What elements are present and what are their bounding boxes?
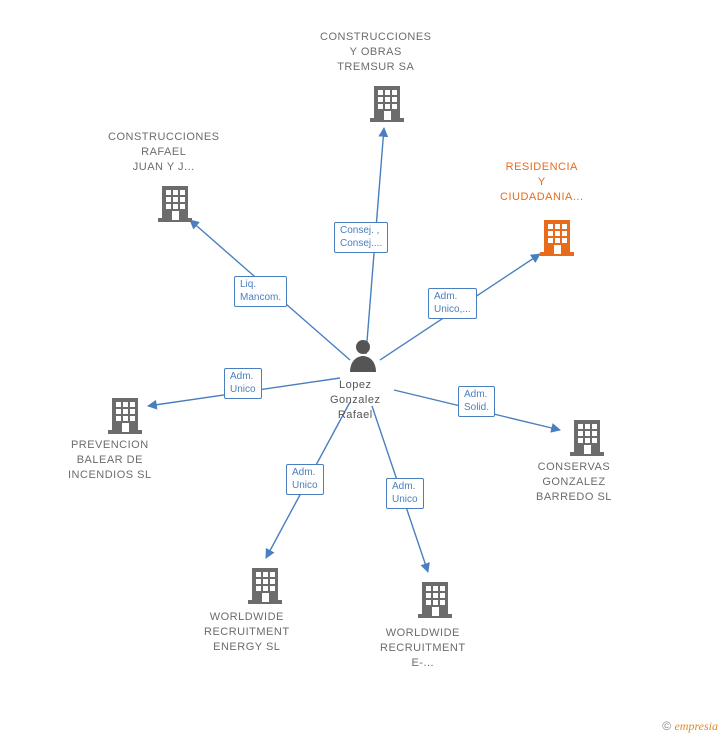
- company-label-wrap-tremsur: CONSTRUCCIONES Y OBRAS TREMSUR SA: [320, 30, 432, 75]
- company-node-ww_e[interactable]: [418, 580, 452, 622]
- company-label-rafael_juan: CONSTRUCCIONES RAFAEL JUAN Y J...: [108, 130, 220, 175]
- edge-label-residencia: Adm. Unico,...: [428, 288, 477, 319]
- company-label-wrap-residencia: RESIDENCIA Y CIUDADANIA...: [500, 160, 584, 205]
- building-icon: [158, 184, 192, 222]
- edge-label-ww_energy: Adm. Unico: [286, 464, 324, 495]
- company-label-wrap-rafael_juan: CONSTRUCCIONES RAFAEL JUAN Y J...: [108, 130, 220, 175]
- company-label-conservas: CONSERVAS GONZALEZ BARREDO SL: [536, 460, 612, 505]
- company-node-prevencion[interactable]: [108, 396, 142, 438]
- edge-label-prevencion: Adm. Unico: [224, 368, 262, 399]
- center-person-label: Lopez Gonzalez Rafael: [330, 378, 380, 423]
- company-label-wrap-conservas: CONSERVAS GONZALEZ BARREDO SL: [536, 460, 612, 505]
- center-person-node[interactable]: [348, 338, 378, 376]
- company-label-ww_e: WORLDWIDE RECRUITMENT E-...: [380, 626, 466, 671]
- company-label-wrap-ww_energy: WORLDWIDE RECRUITMENT ENERGY SL: [204, 610, 290, 655]
- building-icon: [370, 84, 404, 122]
- company-label-tremsur: CONSTRUCCIONES Y OBRAS TREMSUR SA: [320, 30, 432, 75]
- building-icon: [540, 218, 574, 256]
- copyright-symbol: ©: [662, 719, 671, 733]
- company-label-prevencion: PREVENCION BALEAR DE INCENDIOS SL: [68, 438, 152, 483]
- center-person-label-wrap: Lopez Gonzalez Rafael: [330, 378, 380, 423]
- edge-label-conservas: Adm. Solid.: [458, 386, 495, 417]
- building-icon: [570, 418, 604, 456]
- building-icon: [108, 396, 142, 434]
- company-node-rafael_juan[interactable]: [158, 184, 192, 226]
- edge-label-tremsur: Consej. , Consej....: [334, 222, 388, 253]
- brand-name: empresia: [674, 719, 718, 733]
- company-node-conservas[interactable]: [570, 418, 604, 460]
- company-node-tremsur[interactable]: [370, 84, 404, 126]
- watermark: © empresia: [662, 719, 718, 734]
- company-label-wrap-prevencion: PREVENCION BALEAR DE INCENDIOS SL: [68, 438, 152, 483]
- building-icon: [248, 566, 282, 604]
- company-node-ww_energy[interactable]: [248, 566, 282, 608]
- person-icon: [348, 338, 378, 372]
- company-node-residencia[interactable]: [540, 218, 574, 260]
- edge-label-ww_e: Adm. Unico: [386, 478, 424, 509]
- edge-label-rafael_juan: Liq. Mancom.: [234, 276, 287, 307]
- building-icon: [418, 580, 452, 618]
- company-label-wrap-ww_e: WORLDWIDE RECRUITMENT E-...: [380, 626, 466, 671]
- company-label-ww_energy: WORLDWIDE RECRUITMENT ENERGY SL: [204, 610, 290, 655]
- company-label-residencia: RESIDENCIA Y CIUDADANIA...: [500, 160, 584, 205]
